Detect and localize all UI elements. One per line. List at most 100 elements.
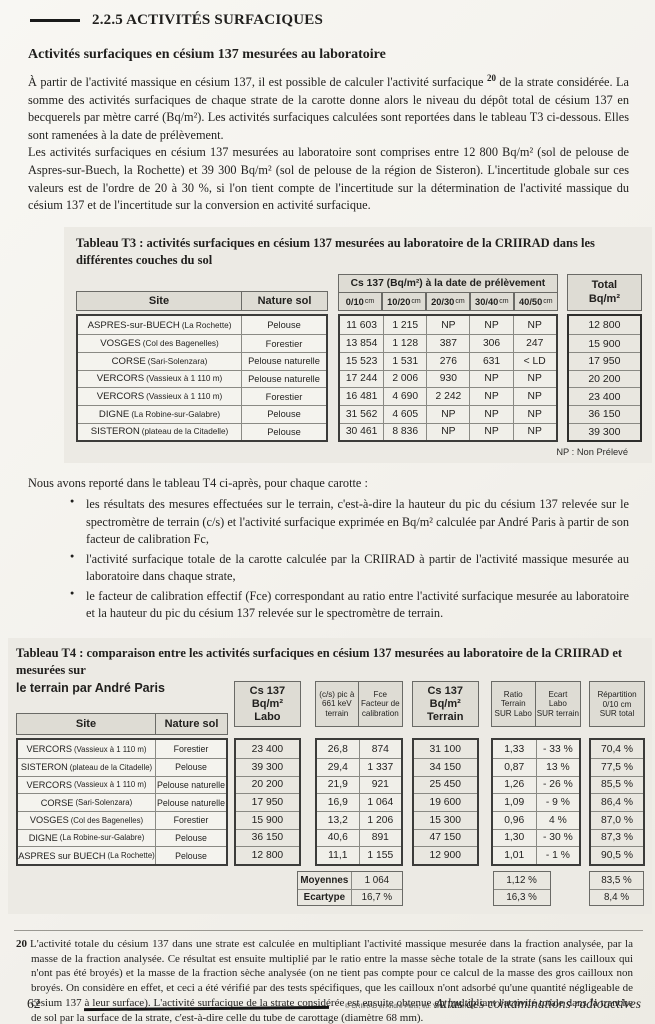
t3-value-10-20: 1 531 (383, 352, 426, 370)
t3-value-20-30: 2 242 (426, 388, 469, 405)
table-row: CORSE (Sari-Solenzara) Pelouse naturelle (78, 351, 326, 370)
t3-value-30-40: NP (469, 370, 512, 388)
t3-value-30-40: NP (469, 388, 512, 405)
t4-site-detail: (La Rochette) (107, 851, 155, 861)
t4-ratio-moyenne: 1,12 % (506, 874, 537, 886)
t3-depth-header: 0/10 cm (338, 293, 382, 312)
book-title: Atlas des contaminations radioactives (435, 996, 641, 1011)
t3-nature-cell: Pelouse naturelle (248, 373, 320, 384)
t4-summary-ecartype-row: Ecartype 16,7 % (297, 888, 402, 906)
intro-paragraphs: À partir de l'activité massique en césiu… (28, 72, 629, 215)
t4-summary-moyennes-row: Moyennes 1 064 (298, 872, 402, 889)
t4-nature-cell: Pelouse (175, 762, 207, 773)
t4-site-detail: (Col des Bagenelles) (70, 815, 144, 825)
t4-labo-cell: 39 300 (236, 757, 299, 776)
t3-depth-unit: cm (364, 298, 375, 306)
table-row: 17 244 2 006 930 NP NP (340, 369, 556, 388)
table-row: DIGNE (La Robine-sur-Galabre) Pelouse (78, 404, 326, 423)
t3-value-10-20: 1 128 (383, 335, 426, 352)
section-title: 2.2.5 ACTIVITÉS SURFACIQUES (92, 12, 324, 28)
bullet-item: le facteur de calibration effectif (Fce)… (70, 588, 629, 623)
t4-labo-cell: 12 800 (236, 846, 299, 864)
t4-terrain-cell: 25 450 (413, 775, 477, 794)
t3-value-0-10: 13 854 (345, 338, 378, 349)
t3-site-cell: VERCORS (Vassieux à 1 110 m) (78, 370, 242, 388)
t3-value-40-50: < LD (512, 352, 556, 370)
t4-ratio-cell: 0,87 (504, 761, 525, 773)
t4-ratio-ecart-body: 1,33 - 33 % 0,87 13 % 1,26 - 26 % 1,09 -… (490, 738, 582, 867)
table-row: VERCORS (Vassieux à 1 110 m) Pelouse natu… (78, 369, 326, 388)
t3-total-column: Total Bq/m² 12 800 15 900 17 950 20 200 23 4… (566, 274, 642, 443)
t4-site-name: ASPRES sur BUECH (18, 850, 106, 861)
t4-repartition-cell: 77,5 % (591, 757, 644, 776)
t4-nature-cell: Pelouse (175, 850, 207, 861)
t3-value-40-50: NP (512, 405, 556, 423)
t4-left-header: Site Nature sol (16, 713, 228, 736)
t4-summary-fce: Moyennes 1 064 Ecartype 16,7 % (296, 871, 403, 907)
footnote-divider (14, 930, 643, 932)
table-row: 11 603 1 215 NP NP NP (340, 316, 556, 335)
t3-depth-header: 30/40 cm (469, 293, 514, 312)
paragraph-2: Les activités surfaciques en césium 137 … (28, 145, 629, 213)
t4-moyennes-label: Moyennes (298, 872, 352, 889)
table-row: 16 481 4 690 2 242 NP NP (340, 387, 556, 405)
t3-value-20-30: NP (426, 316, 469, 335)
t4-terrain-cell: 47 150 (413, 828, 477, 847)
table-row: VERCORS (Vassieux à 1 110 m) Forestier (18, 740, 226, 758)
t4-ratio-ecartype: 16,3 % (506, 891, 537, 903)
t3-value-30-40: NP (469, 405, 512, 423)
t4-site-cell: DIGNE (La Robine-sur-Galabre) (18, 829, 156, 847)
section-heading-row: 2.2.5 ACTIVITÉS SURFACIQUES (30, 12, 655, 29)
t3-value-20-30: NP (426, 423, 469, 441)
t3-depth-unit: cm (499, 298, 509, 306)
t4-site-cell: SISTERON (plateau de la Citadelle) (18, 758, 156, 776)
t3-total-cell: 39 300 (568, 422, 640, 441)
t4-ratio-ecartype-row: 16,3 % (493, 888, 550, 906)
t3-total-header: Total Bq/m² (566, 274, 642, 312)
t4-cs-fce-body: 26,8 874 29,4 1 337 21,9 921 16,9 1 064 … (314, 738, 403, 867)
t3-site-name: CORSE (111, 355, 146, 367)
t3-depth-header: 10/20 cm (381, 293, 426, 312)
t3-site-detail: (Col des Bagenelles) (142, 339, 219, 348)
t3-depth-header: 40/50 cm (513, 293, 558, 312)
table-t3-title: Tableau T3 : activités surfaciques en cé… (76, 235, 595, 267)
t4-ecartype-label: Ecartype (298, 889, 352, 906)
table-row: 0,96 4 % (492, 810, 580, 829)
t4-nature-cell: Forestier (173, 744, 209, 755)
t4-site-detail: (Vassieux à 1 110 m) (73, 744, 147, 754)
t3-value-40-50: NP (512, 423, 556, 441)
t4-intro-text: Nous avons reporté dans le tableau T4 ci… (28, 476, 368, 491)
table-row: 21,9 921 (316, 775, 401, 794)
t3-nature-cell: Pelouse (267, 320, 301, 331)
t4-labo-cell: 17 950 (236, 793, 299, 811)
bullet-list: les résultats des mesures effectuées sur… (70, 496, 629, 623)
para1-text: À partir de l'activité massique en césiu… (28, 75, 487, 90)
table-row: VERCORS (Vassieux à 1 110 m) Forestier (78, 387, 326, 405)
t3-value-20-30: 276 (426, 352, 469, 370)
t4-repartition-cell: 85,5 % (591, 775, 644, 794)
t4-site-cell: VERCORS (Vassieux à 1 110 m) (18, 740, 156, 758)
t4-terrain-cell: 12 900 (413, 846, 477, 864)
t3-depth-unit: cm (411, 298, 421, 306)
t3-site-name: VERCORS (96, 373, 145, 385)
footnote-text: L'activité totale du césium 137 dans une… (30, 938, 633, 1024)
t3-site-detail: (Vassieux à 1 110 m) (146, 392, 223, 402)
bullet-item: les résultats des mesures effectuées sur… (70, 496, 629, 548)
table-row: 1,30 - 30 % (492, 828, 580, 847)
t3-site-name: ASPRES-sur-BUECH (87, 319, 180, 331)
copyright-credit: © CRIIRAD et André Paris, éd. Yves Miche… (345, 1003, 467, 1010)
t3-nature-cell: Forestier (265, 338, 303, 349)
t3-value-0-10: 15 523 (345, 355, 378, 367)
t4-site-cell: CORSE (Sari-Solenzara) (18, 794, 156, 811)
t4-summary-ratio: 1,12 % 16,3 % (492, 871, 551, 907)
table-row: ASPRES-sur-BUECH (La Rochette) Pelouse (78, 316, 326, 335)
t4-site-name: SISTERON (20, 762, 68, 773)
t3-value-0-10: 11 603 (346, 319, 377, 331)
t4-terrain-body: 31 100 34 150 25 450 19 600 15 300 47 150 12 9… (411, 738, 479, 867)
t4-cs-cell: 26,8 (327, 743, 348, 755)
t3-total-cell: 15 900 (568, 334, 640, 352)
t3-values-body: 11 603 1 215 NP NP NP 13 854 1 128 387 3… (338, 314, 558, 443)
t3-col-header-site: Site (76, 291, 242, 312)
table-t4-panel: Tableau T4 : comparaison entre les activ… (8, 638, 652, 915)
